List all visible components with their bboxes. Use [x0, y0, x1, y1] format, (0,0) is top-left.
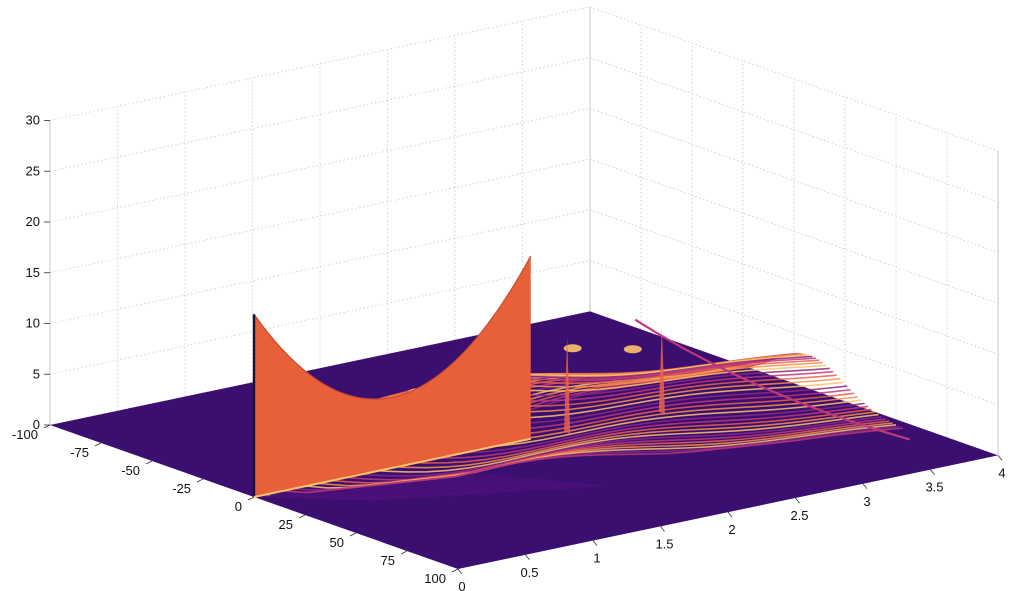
x-tick-label: -50 — [121, 463, 140, 478]
grid-line — [589, 260, 999, 406]
floor-ripple — [256, 496, 376, 501]
x-tick-label: 100 — [424, 571, 446, 586]
floor-ripple — [440, 473, 587, 488]
floor-ripple — [272, 494, 394, 500]
x-tick-label: 0 — [235, 499, 242, 514]
x-tick-mark — [451, 568, 459, 573]
wave-ridge — [263, 416, 883, 477]
y-tick-label: 3 — [863, 494, 870, 509]
z-tick-label: 20 — [26, 214, 40, 229]
x-tick-label: -75 — [70, 445, 89, 460]
x-tick-mark — [247, 496, 255, 501]
grid-line — [49, 57, 591, 172]
floor-ripple — [264, 495, 385, 501]
outer-ridge — [634, 318, 911, 441]
x-tick-mark — [298, 514, 306, 519]
y-tick-label: 1.5 — [655, 536, 673, 551]
x-tick-label: -100 — [12, 427, 38, 442]
floor-ripple — [456, 471, 606, 487]
y-tick-label: 1 — [593, 551, 600, 566]
initial-profile-sheet — [254, 256, 531, 497]
y-tick-label: 4 — [998, 465, 1005, 480]
wave-ridge — [263, 418, 886, 481]
y-tick-mark — [727, 511, 733, 518]
grid-line — [589, 57, 999, 203]
z-tick-label: 15 — [26, 265, 40, 280]
z-tick-label: 0 — [33, 417, 40, 432]
z-tick-label: 10 — [26, 316, 40, 331]
floor-ripple — [328, 487, 459, 496]
y-tick-label: 3.5 — [925, 480, 943, 495]
floor-ripple — [296, 491, 422, 498]
surface — [50, 255, 998, 569]
floor-ripple — [304, 490, 431, 498]
x-tick-mark — [94, 442, 102, 447]
z-tick-label: 5 — [33, 366, 40, 381]
y-tick-mark — [862, 483, 868, 490]
wave-ridge — [264, 420, 890, 484]
z-tick-label: 25 — [26, 163, 40, 178]
x-tick-mark — [145, 460, 153, 465]
y-tick-mark — [457, 568, 463, 575]
x-tick-mark — [400, 550, 408, 555]
secondary-peak — [658, 326, 665, 414]
x-tick-mark — [43, 424, 51, 429]
floor-ripple — [320, 488, 449, 497]
y-tick-mark — [592, 540, 598, 546]
y-tick-label: 0.5 — [520, 565, 538, 580]
x-tick-label: 50 — [330, 535, 344, 550]
y-tick-mark — [660, 526, 665, 532]
wave-crest — [563, 344, 582, 353]
secondary-peak — [564, 336, 571, 434]
floor-ripple — [448, 472, 596, 488]
z-tick-label: 30 — [26, 113, 40, 128]
y-tick-mark — [997, 455, 1003, 461]
grid-line — [49, 108, 591, 223]
axis-ticks: 0 5 10 15 20 25 30 -100 -75 -50 -25 0 25 50 75 100 0 0.5 1… — [12, 113, 1006, 591]
x-tick-label: 75 — [381, 553, 395, 568]
y-tick-mark — [795, 497, 800, 504]
wave-ridge — [264, 427, 903, 494]
y-tick-label: 2.5 — [790, 508, 808, 523]
initial-profile-foot — [253, 437, 531, 498]
initial-profile-edge — [253, 255, 532, 400]
y-tick-label: 0 — [458, 579, 465, 591]
floor-ripple — [280, 493, 403, 499]
floor-ripple — [288, 492, 413, 499]
wave-crest — [623, 345, 642, 354]
y-tick-mark — [525, 554, 530, 561]
grid-line — [589, 108, 999, 253]
x-tick-label: -25 — [172, 481, 191, 496]
x-tick-mark — [349, 532, 357, 537]
y-tick-mark — [930, 469, 935, 475]
x-tick-mark — [196, 478, 204, 483]
x-tick-label: 25 — [279, 517, 293, 532]
y-tick-label: 2 — [728, 522, 735, 537]
floor-ripple — [312, 489, 440, 497]
